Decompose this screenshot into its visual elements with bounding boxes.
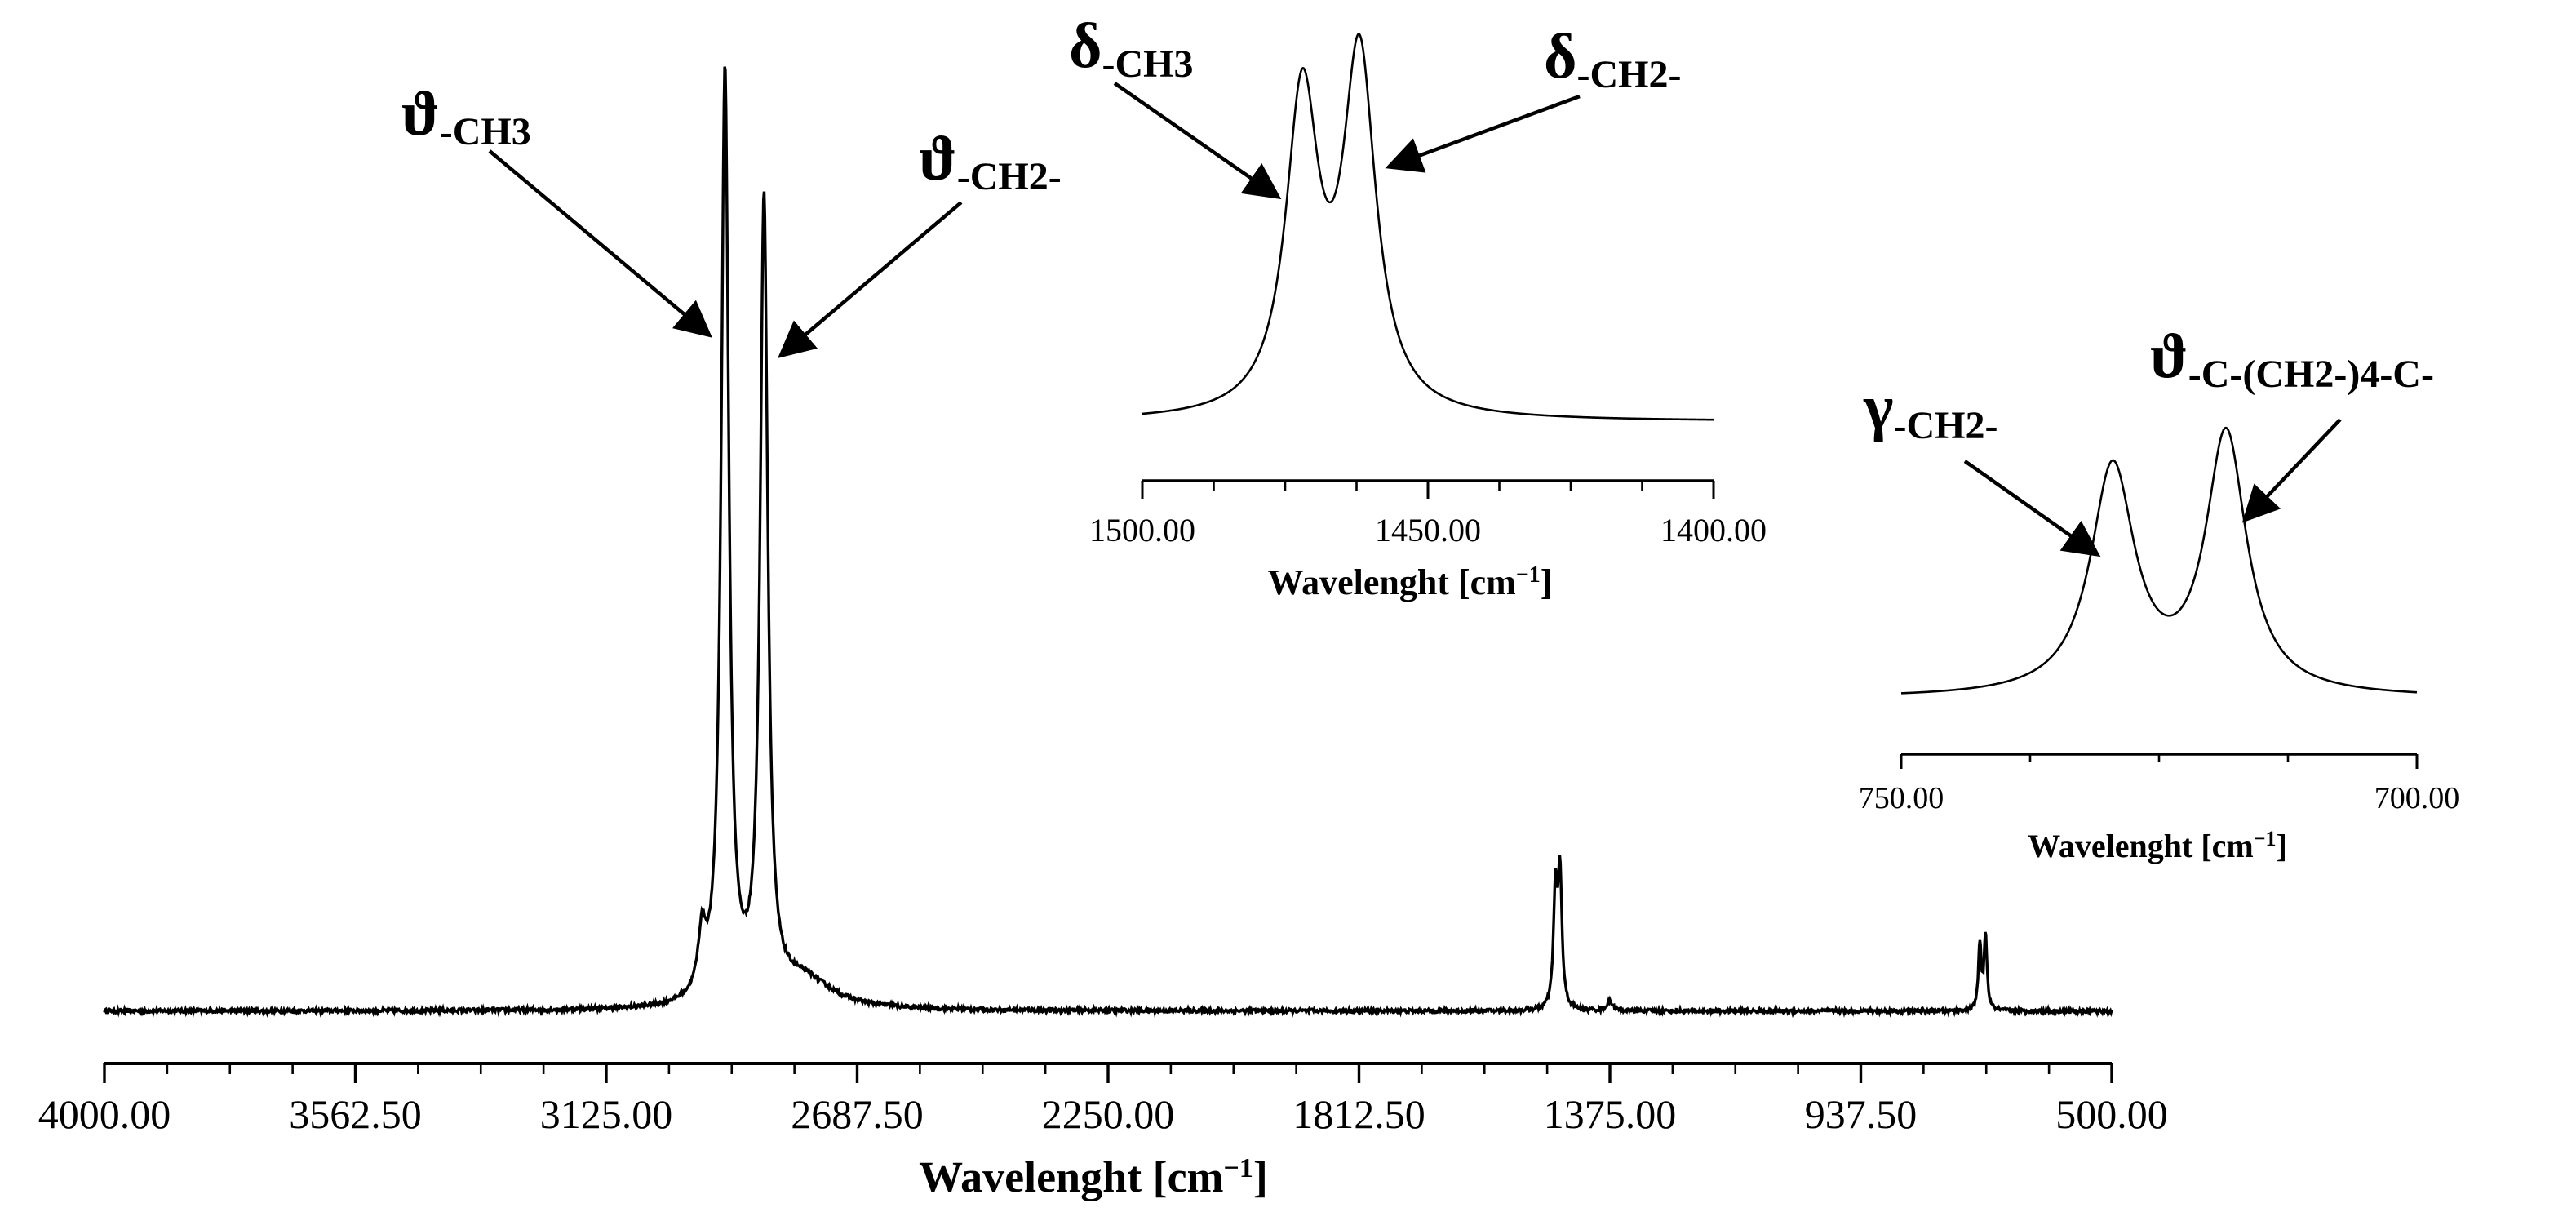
inset-delta-x-axis-title-close: ]: [1541, 562, 1553, 602]
annotation-arrow-inset-delta-ch2: [1385, 94, 1581, 173]
x-tick-label: 3125.00: [540, 1091, 673, 1137]
inset-gamma-x-tick-labels: 750.00 700.00: [1859, 781, 2460, 815]
annotation-arrow-inset-delta-ch3: [1113, 82, 1282, 200]
x-tick-label: 2250.00: [1042, 1091, 1175, 1137]
inset-delta-x-axis-title-sup: −1: [1516, 562, 1541, 588]
annotation-arrow-main-ch2: [778, 201, 963, 358]
x-tick-label: 4000.00: [38, 1091, 171, 1137]
x-tick-label: 1500.00: [1089, 512, 1195, 548]
inset-gamma-x-axis-title-sup: −1: [2254, 827, 2277, 850]
annotation-subscript: -CH2-: [957, 155, 1062, 198]
annotation-arrow-main-ch3: [488, 149, 712, 338]
x-tick-label: 1450.00: [1375, 512, 1481, 548]
main-spectrum-line: [103, 66, 2113, 1019]
x-tick-label: 3562.50: [289, 1091, 422, 1137]
main-x-axis-title: Wavelenght [cm−1]: [919, 1152, 1268, 1201]
inset-delta-x-tick-labels: 1500.00 1450.00 1400.00: [1089, 512, 1767, 548]
annotation-subscript: -CH2-: [1894, 404, 1998, 447]
annotation-label-main-ch3: ϑ-CH3: [401, 78, 531, 153]
main-x-axis-title-text: Wavelenght [cm: [919, 1152, 1223, 1201]
annotation-symbol: δ: [1544, 20, 1577, 91]
x-tick-label: 1400.00: [1660, 512, 1767, 548]
annotation-symbol: ϑ: [919, 122, 957, 193]
annotation-arrow-inset-gamma-chain: [2241, 418, 2342, 523]
x-tick-label: 1812.50: [1292, 1091, 1425, 1137]
inset-gamma-x-ticks: [1900, 754, 2419, 769]
inset-delta-panel: 1500.00 1450.00 1400.00 Wavelenght [cm−1]: [1089, 33, 1767, 603]
inset-delta-x-axis-title: Wavelenght [cm−1]: [1268, 562, 1553, 603]
annotation-subscript: -CH2-: [1577, 53, 1682, 96]
x-tick-label: 937.50: [1805, 1091, 1918, 1137]
annotation-label-inset-delta-ch2: δ-CH2-: [1544, 20, 1681, 96]
inset-gamma-panel: 750.00 700.00 Wavelenght [cm−1]: [1859, 426, 2460, 865]
annotation-symbol: ϑ: [2150, 320, 2188, 391]
annotation-label-inset-gamma-chain: ϑ-C-(CH2-)4-C-: [2150, 320, 2434, 396]
annotation-subscript: -CH3: [440, 110, 531, 153]
inset-gamma-x-axis-title-close: ]: [2277, 828, 2287, 864]
annotation-subscript: -CH3: [1102, 42, 1194, 86]
inset-delta-spectrum-line: [1142, 33, 1714, 421]
inset-gamma-x-axis-title-text: Wavelenght [cm: [2028, 828, 2254, 864]
annotation-label-inset-gamma-ch2: γ-CH2-: [1863, 371, 1997, 447]
x-tick-label: 700.00: [2374, 781, 2460, 815]
inset-delta-x-ticks: [1141, 481, 1715, 499]
main-x-axis-title-close: ]: [1253, 1152, 1268, 1201]
annotation-subscript: -C-(CH2-)4-C-: [2188, 353, 2434, 396]
main-x-axis-title-sup: −1: [1224, 1153, 1253, 1183]
annotation-symbol: ϑ: [401, 78, 440, 149]
main-spectrum-panel: 4000.00 3562.50 3125.00 2687.50 2250.00 1812.…: [38, 66, 2168, 1201]
annotation-label-main-ch2: ϑ-CH2-: [919, 122, 1062, 198]
x-tick-label: 1375.00: [1544, 1091, 1677, 1137]
peak-annotations: ϑ-CH3 ϑ-CH2- δ-CH3 δ-CH2- γ-CH2- ϑ-C-(CH…: [401, 10, 2434, 557]
annotation-label-inset-delta-ch3: δ-CH3: [1069, 10, 1193, 86]
main-x-ticks: [103, 1063, 2113, 1083]
inset-delta-x-axis-title-text: Wavelenght [cm: [1268, 562, 1516, 602]
x-tick-label: 500.00: [2055, 1091, 2168, 1137]
annotation-symbol: δ: [1069, 10, 1102, 81]
inset-gamma-x-axis-title: Wavelenght [cm−1]: [2028, 827, 2287, 865]
annotation-symbol: γ: [1863, 371, 1894, 442]
main-x-tick-labels: 4000.00 3562.50 3125.00 2687.50 2250.00 1812.…: [38, 1091, 2168, 1137]
inset-gamma-spectrum-line: [1900, 426, 2418, 695]
x-tick-label: 750.00: [1859, 781, 1944, 815]
x-tick-label: 2687.50: [791, 1091, 924, 1137]
annotation-arrow-inset-gamma-ch2: [1963, 460, 2101, 557]
